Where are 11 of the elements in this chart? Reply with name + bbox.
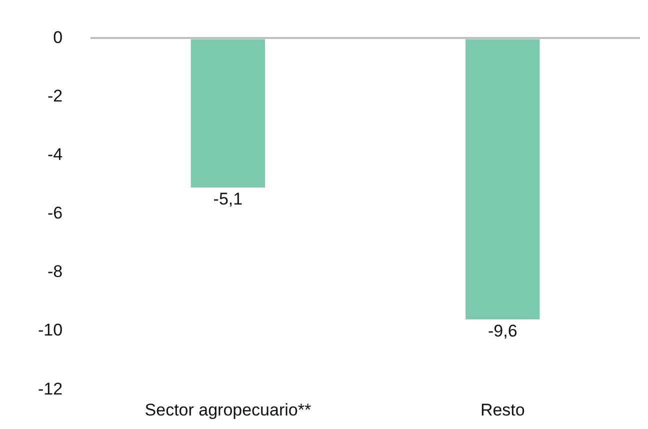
y-tick-label: -4 bbox=[47, 145, 63, 164]
x-tick-label: Resto bbox=[480, 400, 525, 420]
x-tick-label: Sector agropecuario** bbox=[144, 400, 312, 420]
data-label: -9,6 bbox=[488, 322, 518, 341]
y-tick-label: -8 bbox=[47, 262, 63, 282]
y-tick-label: 0 bbox=[53, 28, 63, 47]
y-tick-label: -6 bbox=[47, 204, 63, 223]
data-label: -5,1 bbox=[213, 190, 243, 209]
y-tick-label: -12 bbox=[38, 379, 63, 398]
y-tick-label: -2 bbox=[47, 86, 63, 106]
y-tick-label: -10 bbox=[38, 320, 63, 340]
